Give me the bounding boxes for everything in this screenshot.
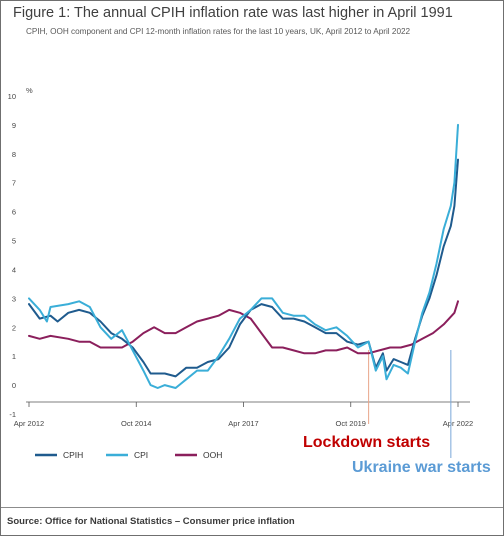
- series-line-cpi: [28, 123, 459, 389]
- y-tick-label: 0: [12, 381, 16, 390]
- y-tick-label: 9: [12, 121, 16, 130]
- x-tick-label: Apr 2022: [443, 419, 473, 428]
- x-tick-label: Oct 2019: [336, 419, 366, 428]
- lockdown-annotation: Lockdown starts: [303, 434, 430, 451]
- y-tick-label: 5: [12, 237, 16, 246]
- x-tick-label: Apr 2017: [228, 419, 258, 428]
- x-tick-label: Apr 2012: [14, 419, 44, 428]
- legend-label-ooh: OOH: [203, 450, 222, 460]
- y-tick-label: 8: [12, 150, 16, 159]
- y-tick-label: 2: [12, 323, 16, 332]
- ukraine-annotation: Ukraine war starts: [352, 459, 491, 476]
- y-tick-label: 10: [8, 92, 16, 101]
- source-divider: [1, 507, 503, 508]
- x-tick-label: Oct 2014: [121, 419, 151, 428]
- legend-label-cpi: CPI: [134, 450, 148, 460]
- y-tick-label: 4: [12, 265, 16, 274]
- y-tick-label: 6: [12, 208, 16, 217]
- y-tick-label: 1: [12, 352, 16, 361]
- series-line-ooh: [28, 300, 459, 355]
- legend-label-cpih: CPIH: [63, 450, 83, 460]
- series-line-cpih: [28, 158, 459, 378]
- y-axis-unit-label: %: [26, 86, 33, 95]
- y-tick-label: 3: [12, 294, 16, 303]
- chart-subtitle: CPIH, OOH component and CPI 12-month inf…: [26, 27, 411, 36]
- y-tick-label: -1: [9, 410, 16, 419]
- y-tick-label: 7: [12, 179, 16, 188]
- source-note: Source: Office for National Statistics –…: [7, 516, 295, 527]
- chart-title: Figure 1: The annual CPIH inflation rate…: [13, 5, 453, 21]
